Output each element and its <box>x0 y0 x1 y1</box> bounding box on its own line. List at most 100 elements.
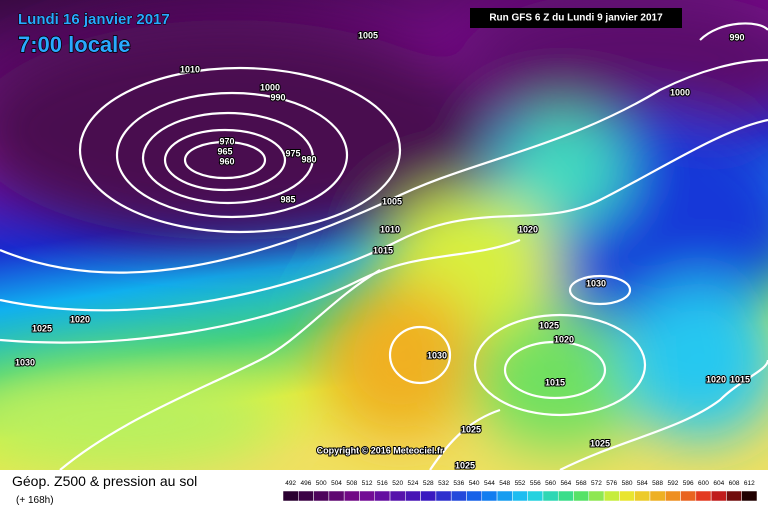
scale-cell <box>557 490 574 502</box>
scale-cell <box>573 490 590 502</box>
scale-cell <box>741 490 758 502</box>
isobar-label: 1030 <box>15 357 35 367</box>
scale-label: 604 <box>713 480 724 487</box>
time-label: 7:00 locale <box>18 32 131 57</box>
isobar-label: 1025 <box>32 323 52 333</box>
isobar-label: 1025 <box>590 438 610 448</box>
scale-label: 608 <box>729 480 740 487</box>
isobar-label: 965 <box>217 146 232 156</box>
isobar-label: 1015 <box>730 374 750 384</box>
isobar-label: 1015 <box>545 377 565 387</box>
isobar-label: 1030 <box>427 350 447 360</box>
scale-cell <box>649 490 666 502</box>
isobar-label: 1025 <box>539 320 559 330</box>
scale-cell <box>359 490 375 502</box>
isobar-label: 980 <box>301 154 316 164</box>
scale-cell <box>496 490 513 502</box>
field <box>0 0 768 470</box>
scale-cell <box>374 490 391 502</box>
scale-label: 500 <box>316 480 327 487</box>
scale-label: 556 <box>530 480 541 487</box>
scale-label: 496 <box>301 480 312 487</box>
scale-label: 576 <box>606 480 617 487</box>
scale-label: 592 <box>667 480 678 487</box>
scale-label: 516 <box>377 480 388 487</box>
scale-cell <box>405 490 421 502</box>
scale-cell <box>542 490 559 502</box>
scale-label: 508 <box>346 480 357 487</box>
scale-cell <box>282 490 299 502</box>
scale-cell <box>619 490 635 502</box>
isobar-label: 960 <box>219 156 234 166</box>
isobar-label: 970 <box>219 136 234 146</box>
scale-label: 540 <box>469 480 480 487</box>
scale-label: 524 <box>408 480 419 487</box>
scale-cell <box>527 490 544 502</box>
scale-cell <box>450 490 467 502</box>
scale-cell <box>603 490 620 502</box>
scale-label: 528 <box>423 480 434 487</box>
copyright: Copyright © 2016 Meteociel.fr <box>317 445 444 455</box>
scale-label: 520 <box>392 480 403 487</box>
isobar-label: 1015 <box>373 245 393 255</box>
run-label: Run GFS 6 Z du Lundi 9 janvier 2017 <box>489 13 663 24</box>
scale-cell <box>695 490 712 502</box>
isobar-label: 1005 <box>358 30 378 40</box>
scale-cell <box>343 490 360 502</box>
scale-label: 536 <box>453 480 464 487</box>
scale-label: 544 <box>484 480 495 487</box>
scale-cell <box>634 490 651 502</box>
color-scale: 492 496 500 504 508 512 516 520 524 528 532 536 540 5… <box>282 480 758 502</box>
scale-label: 596 <box>683 480 694 487</box>
scale-label: 532 <box>438 480 449 487</box>
scale-cell <box>481 490 498 502</box>
scale-cell <box>389 490 406 502</box>
isobar-label: 1020 <box>554 334 574 344</box>
isobar-label: 1020 <box>706 374 726 384</box>
scale-label: 584 <box>637 480 648 487</box>
scale-label: 492 <box>285 480 296 487</box>
isobars <box>0 22 768 470</box>
scale-label: 572 <box>591 480 602 487</box>
isobar-label: 1000 <box>260 82 280 92</box>
isobar-label: 1020 <box>518 224 538 234</box>
isobar-label: 985 <box>280 194 295 204</box>
scale-cell <box>512 490 528 502</box>
scale-label: 564 <box>560 480 571 487</box>
scale-cell <box>726 490 742 502</box>
scale-label: 600 <box>698 480 709 487</box>
isobar-label: 990 <box>729 32 744 42</box>
isobar-label: 1025 <box>455 460 475 470</box>
isobar-label: 1010 <box>180 64 200 74</box>
scale-label: 560 <box>545 480 556 487</box>
scale-label: 548 <box>499 480 510 487</box>
isobar-label: 975 <box>285 148 300 158</box>
scale-label: 568 <box>576 480 587 487</box>
run-box <box>470 8 682 28</box>
isobar-label: 1000 <box>670 87 690 97</box>
isobar-label: 1030 <box>586 278 606 288</box>
scale-cell <box>466 490 483 502</box>
scale-cell <box>298 490 314 502</box>
scale-label: 552 <box>515 480 526 487</box>
isobar-label: 990 <box>270 92 285 102</box>
scale-label: 580 <box>622 480 633 487</box>
scale-cell <box>420 490 437 502</box>
scale-cell <box>328 490 345 502</box>
footer-lead: (+ 168h) <box>16 495 54 506</box>
scale-cell <box>588 490 605 502</box>
scale-label: 588 <box>652 480 663 487</box>
isobar-label: 1025 <box>461 424 481 434</box>
scale-cell <box>710 490 727 502</box>
scale-cell <box>435 490 452 502</box>
scale-cell <box>665 490 681 502</box>
scale-label: 612 <box>744 480 755 487</box>
isobar-label: 1005 <box>382 196 402 206</box>
scale-cell <box>680 490 697 502</box>
scale-label: 512 <box>362 480 373 487</box>
footer-title: Géop. Z500 & pression au sol <box>12 473 197 489</box>
isobar-label: 1010 <box>380 224 400 234</box>
